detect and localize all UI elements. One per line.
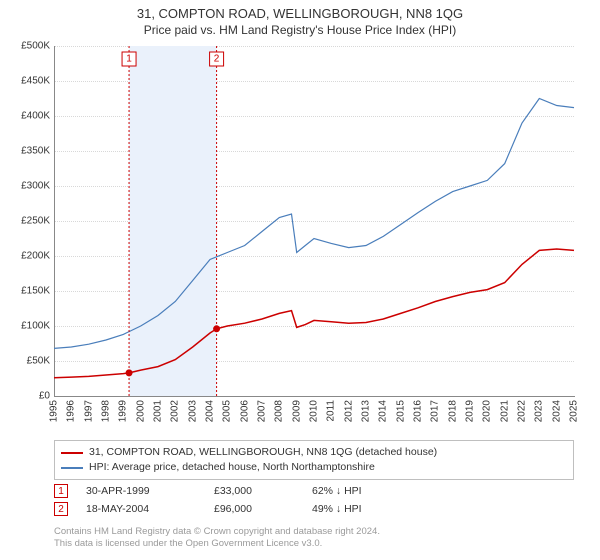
y-tick-label: £400K (0, 111, 50, 122)
y-tick-label: £250K (0, 216, 50, 227)
x-tick-label: 2011 (326, 400, 337, 422)
sale-row-price: £33,000 (214, 485, 294, 497)
y-tick-label: £50K (0, 356, 50, 367)
sale-row: 1 30-APR-1999 £33,000 62% ↓ HPI (54, 482, 574, 500)
y-tick-label: £350K (0, 146, 50, 157)
sale-marker-number: 1 (126, 54, 132, 65)
x-tick-label: 2009 (291, 400, 302, 422)
x-tick-label: 2018 (447, 400, 458, 422)
x-tick-label: 1996 (66, 400, 77, 422)
legend-swatch (61, 452, 83, 454)
legend-label: HPI: Average price, detached house, Nort… (89, 460, 375, 475)
chart-svg: 12 (54, 46, 574, 396)
y-tick-label: £500K (0, 41, 50, 52)
attribution-line: Contains HM Land Registry data © Crown c… (54, 526, 574, 538)
chart-subtitle: Price paid vs. HM Land Registry's House … (0, 21, 600, 37)
x-tick-label: 2021 (499, 400, 510, 422)
x-tick-label: 2004 (205, 400, 216, 422)
x-tick-label: 2001 (153, 400, 164, 422)
shaded-range (129, 46, 217, 396)
x-tick-label: 2024 (551, 400, 562, 422)
x-tick-label: 2000 (135, 400, 146, 422)
x-tick-label: 2005 (222, 400, 233, 422)
sale-marker-dot (126, 369, 133, 376)
x-tick-label: 1995 (49, 400, 60, 422)
legend: 31, COMPTON ROAD, WELLINGBOROUGH, NN8 1Q… (54, 440, 574, 480)
x-tick-label: 1998 (101, 400, 112, 422)
sale-row-marker: 2 (54, 502, 68, 516)
chart-container: 31, COMPTON ROAD, WELLINGBOROUGH, NN8 1Q… (0, 0, 600, 560)
sale-marker-number: 2 (214, 54, 220, 65)
x-tick-label: 2010 (309, 400, 320, 422)
x-tick-label: 2006 (239, 400, 250, 422)
y-tick-label: £100K (0, 321, 50, 332)
x-tick-label: 1997 (83, 400, 94, 422)
x-tick-label: 2022 (517, 400, 528, 422)
x-tick-label: 2002 (170, 400, 181, 422)
x-tick-label: 2019 (465, 400, 476, 422)
sale-row-price: £96,000 (214, 503, 294, 515)
x-tick-label: 2017 (430, 400, 441, 422)
sale-row-pct: 62% ↓ HPI (312, 485, 402, 497)
legend-label: 31, COMPTON ROAD, WELLINGBOROUGH, NN8 1Q… (89, 445, 437, 460)
x-tick-label: 2023 (534, 400, 545, 422)
x-tick-label: 2013 (361, 400, 372, 422)
x-tick-label: 2008 (274, 400, 285, 422)
x-tick-label: 2015 (395, 400, 406, 422)
x-tick-label: 1999 (118, 400, 129, 422)
x-tick-label: 2016 (413, 400, 424, 422)
y-tick-label: £0 (0, 391, 50, 402)
attribution-line: This data is licensed under the Open Gov… (54, 538, 574, 550)
x-tick-label: 2003 (187, 400, 198, 422)
chart-title: 31, COMPTON ROAD, WELLINGBOROUGH, NN8 1Q… (0, 0, 600, 21)
sale-row-date: 30-APR-1999 (86, 485, 196, 497)
y-tick-label: £300K (0, 181, 50, 192)
y-tick-label: £450K (0, 76, 50, 87)
sale-row-pct: 49% ↓ HPI (312, 503, 402, 515)
x-tick-label: 2007 (257, 400, 268, 422)
sale-row: 2 18-MAY-2004 £96,000 49% ↓ HPI (54, 500, 574, 518)
sale-marker-dot (213, 325, 220, 332)
legend-row: HPI: Average price, detached house, Nort… (61, 460, 567, 475)
sale-row-marker: 1 (54, 484, 68, 498)
legend-swatch (61, 467, 83, 469)
x-tick-label: 2025 (569, 400, 580, 422)
legend-row: 31, COMPTON ROAD, WELLINGBOROUGH, NN8 1Q… (61, 445, 567, 460)
x-tick-label: 2012 (343, 400, 354, 422)
x-tick-label: 2020 (482, 400, 493, 422)
y-tick-label: £200K (0, 251, 50, 262)
attribution-text: Contains HM Land Registry data © Crown c… (54, 526, 574, 551)
sale-row-date: 18-MAY-2004 (86, 503, 196, 515)
y-tick-label: £150K (0, 286, 50, 297)
x-tick-label: 2014 (378, 400, 389, 422)
sales-table: 1 30-APR-1999 £33,000 62% ↓ HPI 2 18-MAY-2004… (54, 482, 574, 518)
